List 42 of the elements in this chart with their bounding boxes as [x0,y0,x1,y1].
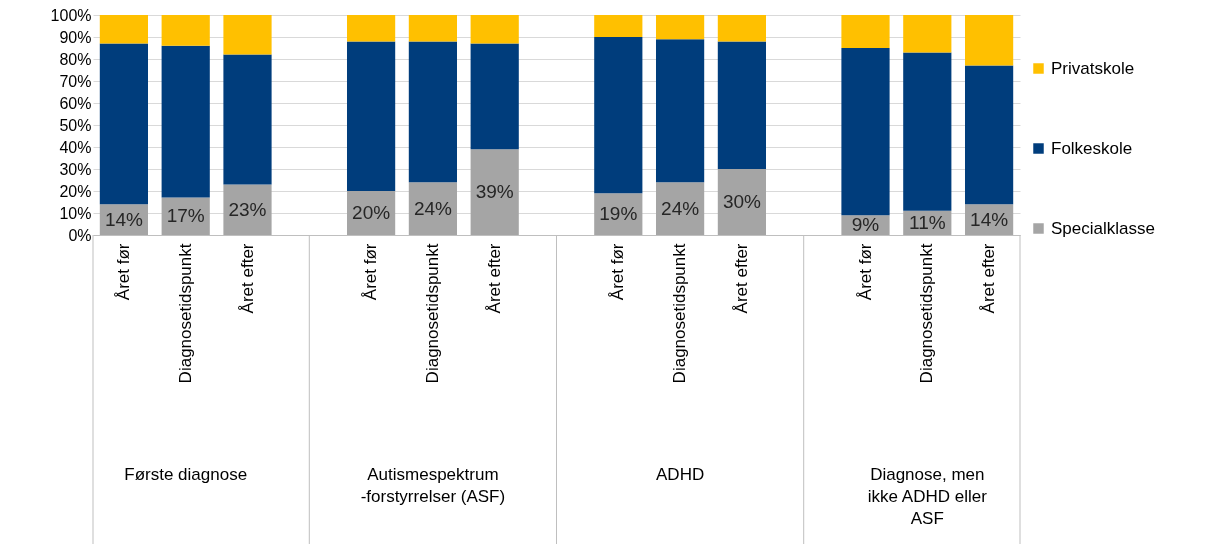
y-tick-label: 90% [59,28,92,46]
x-tick-label: Diagnosetidspunkt [422,243,442,384]
data-label: 14% [104,208,144,230]
data-label: 24% [661,197,700,219]
legend-label: Folkeskole [1051,138,1133,158]
data-label: 30% [722,191,762,212]
y-tick-label: 50% [59,116,92,134]
x-tick-label: Diagnosetidspunkt [175,243,195,384]
text: ADHD [656,465,705,484]
x-tick-label: Diagnosetidspunkt [670,243,690,384]
x-tick-label: Året efter [979,243,999,314]
data-label: 20% [352,202,391,223]
y-tick-label: 80% [59,50,92,68]
data-label: 23% [228,198,267,220]
y-tick-label: 70% [59,72,92,90]
x-tick-label: Året efter [484,243,504,314]
text: Diagnose, men ikke ADHD eller ASF [867,465,988,528]
y-tick-label: 60% [59,94,92,112]
data-label: 19% [599,203,638,225]
data-label: 11% [908,211,946,233]
data-label: 24% [413,197,453,219]
x-tick-label: Året før [113,243,133,301]
x-tick-label: Diagnosetidspunkt [917,243,937,384]
y-tick-label: 20% [59,182,92,200]
x-tick-label: Året før [361,243,381,301]
legend-label: Specialklasse [1051,218,1155,238]
x-tick-label: Året før [608,243,628,301]
x-tick-label: Året efter [237,243,257,314]
y-tick-label: 10% [59,204,92,222]
x-tick-label: Året efter [731,243,751,314]
data-label: 14% [970,208,1009,230]
y-tick-label: 40% [59,138,92,156]
data-label: 9% [851,214,880,236]
y-tick-label: 0% [68,226,92,244]
x-tick-label: Året før [855,243,875,301]
text: Første diagnose [124,465,248,484]
legend-label: Privatskole [1051,58,1135,78]
data-label: 39% [475,181,514,203]
data-label: 17% [166,205,205,227]
text: Autismespektrum -forstyrrelser (ASF) [360,465,506,506]
y-tick-label: 30% [59,160,92,178]
y-tick-label: 100% [50,6,92,24]
